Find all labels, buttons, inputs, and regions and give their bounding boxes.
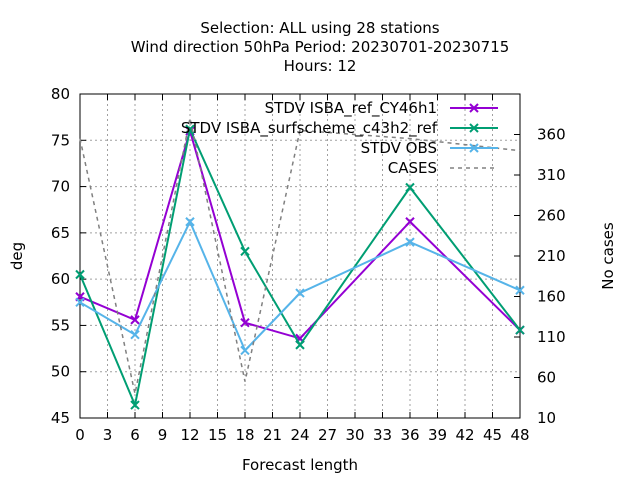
x-axis: 0 3 6 9 12 15 18 21 24 27 30 33 36 39 42 45 48 [75, 94, 530, 444]
y-tick-label: 70 [51, 178, 70, 196]
data-point [405, 182, 415, 193]
y2-axis: 10 60 110 160 210 260 310 360 [514, 126, 566, 427]
data-point [515, 285, 525, 295]
legend-label: STDV OBS [361, 139, 437, 157]
data-point [295, 340, 305, 350]
data-point [130, 329, 140, 340]
y2-axis-label: No cases [599, 222, 617, 290]
x-tick-label: 18 [235, 426, 254, 444]
x-tick-label: 15 [208, 426, 227, 444]
y-axis-label: deg [8, 242, 26, 270]
y2-tick-label: 110 [537, 328, 566, 346]
series-group [75, 118, 525, 410]
y-tick-label: 55 [51, 316, 70, 334]
x-tick-label: 21 [263, 426, 282, 444]
x-tick-label: 6 [130, 426, 140, 444]
x-tick-label: 33 [373, 426, 392, 444]
y2-tick-label: 10 [537, 409, 556, 427]
x-tick-label: 42 [455, 426, 474, 444]
grid [80, 94, 520, 418]
y-axis: 45 50 55 60 65 70 75 80 [51, 85, 86, 427]
legend-marker [469, 103, 479, 113]
x-tick-label: 30 [345, 426, 364, 444]
series-line-3 [79, 118, 521, 394]
data-point [515, 325, 525, 335]
x-tick-label: 48 [510, 426, 529, 444]
x-tick-label: 3 [103, 426, 113, 444]
y-tick-label: 50 [51, 363, 70, 381]
x-axis-label: Forecast length [242, 456, 358, 474]
y2-tick-label: 160 [537, 288, 566, 306]
x-tick-label: 39 [428, 426, 447, 444]
x-tick-label: 45 [483, 426, 502, 444]
legend-marker [469, 123, 479, 133]
x-tick-label: 36 [400, 426, 419, 444]
x-tick-label: 12 [180, 426, 199, 444]
x-tick-label: 9 [158, 426, 168, 444]
x-tick-label: 27 [318, 426, 337, 444]
data-point [130, 400, 140, 410]
chart-title-line: Selection: ALL using 28 stations [200, 19, 439, 37]
y2-tick-label: 260 [537, 207, 566, 225]
y2-tick-label: 310 [537, 166, 566, 184]
data-point [405, 237, 415, 247]
y-tick-label: 80 [51, 85, 70, 103]
legend-label: CASES [388, 159, 437, 177]
y-tick-label: 45 [51, 409, 70, 427]
data-point [405, 217, 415, 227]
y2-tick-label: 60 [537, 369, 556, 387]
data-point [185, 217, 195, 227]
data-point [240, 345, 250, 356]
data-point [295, 288, 305, 298]
y2-tick-label: 360 [537, 126, 566, 144]
data-point [240, 246, 250, 257]
data-point [75, 297, 85, 307]
y-tick-label: 60 [51, 270, 70, 288]
data-point [240, 317, 250, 328]
x-tick-label: 0 [75, 426, 85, 444]
data-point [130, 315, 140, 325]
legend-label: STDV ISBA_ref_CY46h1 [265, 99, 437, 118]
series-line-2 [79, 219, 521, 353]
data-point [75, 269, 85, 280]
x-tick-label: 24 [290, 426, 309, 444]
y-tick-label: 75 [51, 131, 70, 149]
y2-tick-label: 210 [537, 247, 566, 265]
legend-label: STDV ISBA_surfscheme_c43h2_ref [181, 119, 438, 138]
y-tick-label: 65 [51, 224, 70, 242]
legend-marker [469, 143, 479, 153]
chart-title-line: Wind direction 50hPa Period: 20230701-20… [131, 38, 510, 56]
chart-title-line: Hours: 12 [284, 57, 357, 75]
